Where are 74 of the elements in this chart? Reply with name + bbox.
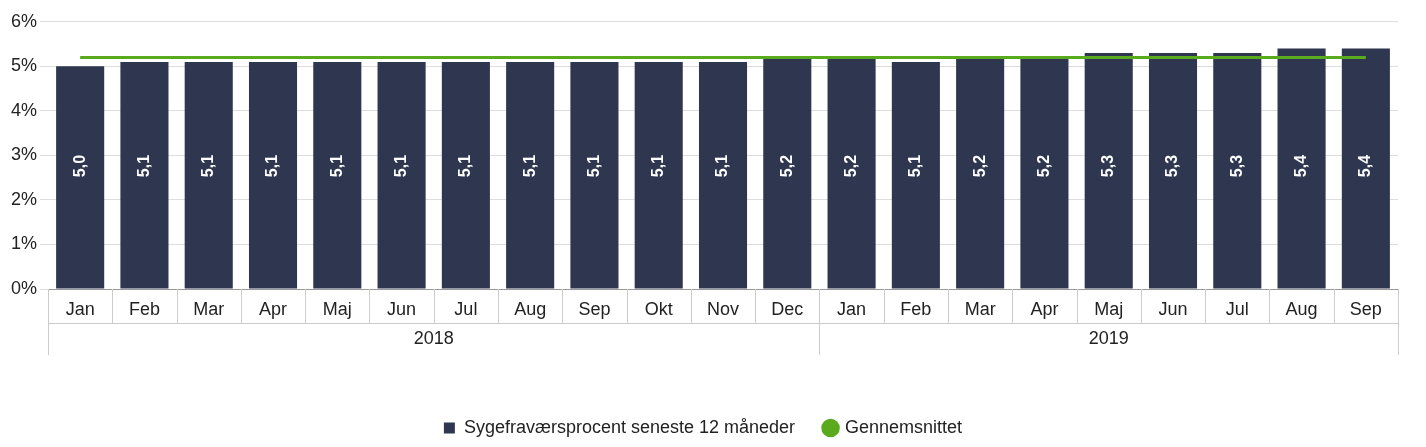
data-label: 5,1 (649, 154, 667, 178)
x-tick-label: Apr (259, 298, 288, 319)
text: 2019 (1088, 327, 1129, 348)
data-label: 5,1 (199, 154, 217, 178)
bar (634, 61, 683, 289)
x-tick-label: Feb (900, 298, 932, 319)
bar (377, 61, 426, 289)
x-tick-label: Jun (387, 298, 417, 319)
x-tick-label: Jul (454, 298, 478, 319)
data-label: 5,1 (391, 154, 409, 178)
data-label: 5,1 (327, 154, 345, 178)
data-label: 5,1 (520, 154, 538, 178)
y-tick-label: 6% (11, 10, 38, 31)
data-label: 5,1 (906, 154, 924, 178)
x-tick-label: Jan (837, 298, 867, 319)
bar (570, 61, 619, 289)
data-label: 5,2 (777, 154, 795, 178)
y-tick-label: 2% (11, 188, 38, 209)
bar (956, 57, 1005, 289)
data-label: 5,1 (263, 154, 281, 178)
bar (698, 61, 748, 289)
bar (184, 61, 233, 289)
y-tick-label: 3% (11, 144, 38, 165)
x-tick-label: Jan (65, 298, 95, 319)
bar (891, 61, 940, 289)
data-label: 5,2 (841, 154, 859, 178)
y-tick-label: 1% (11, 233, 38, 254)
data-label: 5,4 (1356, 154, 1374, 178)
bar (506, 61, 555, 289)
x-tick-label: Aug (514, 298, 547, 319)
x-tick-label: Okt (644, 298, 673, 319)
x-tick-label: Maj (1094, 298, 1124, 319)
data-label: 5,1 (134, 154, 152, 178)
bar (1213, 52, 1262, 289)
bar (1020, 57, 1069, 289)
legend-label: Sygefraværsprocent seneste 12 måneder (463, 416, 796, 437)
x-tick-label: Mar (964, 298, 996, 319)
data-label: 5,1 (713, 154, 731, 178)
data-label: 5,3 (1099, 154, 1117, 178)
bar (1084, 52, 1133, 289)
bar (827, 57, 876, 289)
x-tick-label: Nov (707, 298, 740, 319)
data-label: 5,0 (70, 154, 88, 178)
x-tick-label: Apr (1030, 298, 1059, 319)
x-tick-label: Mar (193, 298, 225, 319)
bar (441, 61, 490, 289)
x-tick-label: Dec (771, 298, 804, 319)
x-tick-label: Sep (578, 298, 611, 319)
x-tick-label: Jul (1225, 298, 1249, 319)
bar (763, 57, 812, 289)
data-label: 5,3 (1227, 154, 1245, 178)
y-tick-label: 4% (11, 99, 38, 120)
data-label: 5,1 (584, 154, 602, 178)
bar (313, 61, 362, 289)
bar (1341, 48, 1390, 289)
x-tick-label: Feb (128, 298, 160, 319)
bar (120, 61, 169, 289)
data-label: 5,2 (1034, 154, 1052, 178)
bar (1148, 52, 1198, 289)
data-label: 5,3 (1163, 154, 1181, 178)
x-tick-label: Sep (1349, 298, 1382, 319)
data-label: 5,4 (1291, 154, 1309, 178)
x-tick-label: Aug (1285, 298, 1318, 319)
bar (248, 61, 298, 289)
x-tick-label: Maj (322, 298, 352, 319)
y-tick-label: 5% (11, 55, 38, 76)
data-label: 5,1 (456, 154, 474, 178)
y-tick-label: 0% (11, 277, 38, 298)
bar (56, 66, 105, 289)
data-label: 5,2 (970, 154, 988, 178)
text: 2018 (413, 327, 454, 348)
x-tick-label: Jun (1158, 298, 1188, 319)
bar (1277, 48, 1326, 289)
legend-label: Gennemsnittet (845, 416, 963, 437)
